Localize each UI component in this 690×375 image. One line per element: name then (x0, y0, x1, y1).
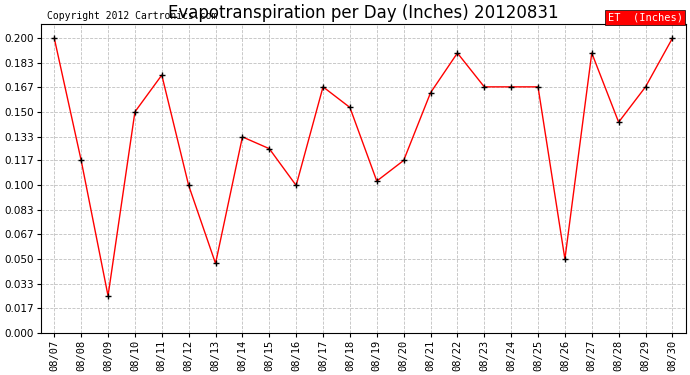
Title: Evapotranspiration per Day (Inches) 20120831: Evapotranspiration per Day (Inches) 2012… (168, 4, 559, 22)
Text: Copyright 2012 Cartronics.com: Copyright 2012 Cartronics.com (48, 10, 217, 21)
Text: ET  (Inches): ET (Inches) (608, 12, 682, 22)
